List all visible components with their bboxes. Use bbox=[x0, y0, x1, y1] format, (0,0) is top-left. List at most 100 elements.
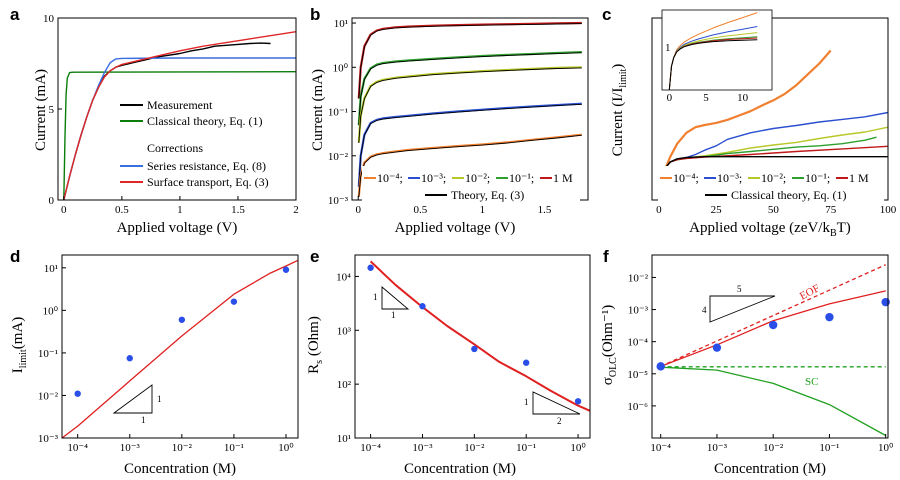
b-ytick-label-4: 10¹ bbox=[334, 18, 348, 30]
f-data-point-0 bbox=[656, 362, 665, 371]
f-data-point-4 bbox=[881, 297, 890, 307]
f-ytick-label-1: 10⁻⁵ bbox=[627, 369, 648, 381]
e-ytick-label-1: 10² bbox=[337, 379, 352, 391]
b-theory-line-3 bbox=[358, 103, 582, 188]
panel-d: d 10⁻⁴ 10⁻³ 10⁻² 10⁻¹ 10⁰10⁻³10⁻²10⁻¹10⁰10¹ … bbox=[10, 247, 299, 477]
e-fit-line bbox=[369, 260, 591, 412]
d-ytick-label-2: 10⁻¹ bbox=[38, 348, 58, 360]
slope-f-rise: 4 bbox=[702, 305, 707, 315]
legend-label-b-1e-4: 10⁻⁴; bbox=[377, 171, 403, 185]
c-inset-ytick-label-0: 1 bbox=[665, 42, 671, 54]
sc-curve-label: SC bbox=[805, 376, 818, 388]
panel-c-legend: 10⁻⁴; 10⁻³; 10⁻²; 10⁻¹; 1 M Classical th… bbox=[658, 166, 884, 202]
d-data-point-3 bbox=[230, 298, 238, 305]
panel-c-ylabel: Current (I/Ilimit) bbox=[610, 64, 629, 157]
panel-d-ylabel: Ilimit(mA) bbox=[10, 317, 29, 373]
panel-b-legend: 10⁻⁴; 10⁻³; 10⁻²; 10⁻¹; 1 M Theory, Eq. … bbox=[362, 166, 580, 202]
panel-a-legend: Measurement Classical theory, Eq. (1) Co… bbox=[120, 98, 269, 189]
b-theory-line-4 bbox=[358, 134, 582, 198]
panel-a-xlabel: Applied voltage (V) bbox=[117, 220, 238, 236]
panel-d-plot-area: 10⁻⁴ 10⁻³ 10⁻² 10⁻¹ 10⁰ 10⁻³ 10⁻² 10⁻¹ 10⁰ 10¹ bbox=[38, 254, 299, 454]
a-series-line-1 bbox=[63, 70, 297, 201]
legend-label-b-theory: Theory, Eq. (3) bbox=[451, 188, 524, 202]
d-data-point-0 bbox=[74, 390, 81, 397]
d-fit-line bbox=[61, 259, 299, 439]
panel-d-slope-triangle: 1 1 bbox=[112, 384, 162, 425]
a-xtick-label-1: 0.5 bbox=[115, 204, 129, 216]
panel-e-slope-triangles: 1 1 1 2 bbox=[373, 286, 581, 426]
slope-triangle-e1 bbox=[381, 286, 410, 310]
panel-c-legend-box bbox=[658, 166, 884, 202]
slope-d-rise: 1 bbox=[157, 394, 162, 404]
d-frame bbox=[61, 254, 299, 439]
panel-b-xlabel: Applied voltage (V) bbox=[395, 220, 516, 236]
d-xtick-label-4: 10⁰ bbox=[278, 442, 294, 454]
slope-triangle-e2 bbox=[532, 391, 581, 415]
c-inset-xtick-label-1: 5 bbox=[703, 92, 709, 104]
slope-f-run: 5 bbox=[737, 284, 742, 294]
panel-f: f 10⁻⁴ 10⁻³ 10⁻² 10⁻¹ 10⁰10⁻⁶10⁻⁵10⁻⁴10⁻³10⁻… bbox=[600, 247, 894, 477]
panel-a-ylabel: Current (mA) bbox=[33, 69, 49, 151]
panel-e-letter: e bbox=[310, 247, 319, 266]
b-theory-line-2 bbox=[358, 67, 582, 144]
e-frame bbox=[354, 254, 591, 439]
panel-f-xlabel: Concentration (M) bbox=[714, 461, 826, 477]
f-data-point-2 bbox=[768, 320, 778, 330]
legend-label-b-1m: 1 M bbox=[553, 171, 573, 185]
legend-label-b-1e-3: 10⁻³; bbox=[421, 171, 446, 185]
d-ytick-label-4: 10¹ bbox=[44, 263, 58, 275]
b-xtick-label-3: 1.5 bbox=[538, 204, 552, 216]
d-data-point-4 bbox=[282, 266, 290, 273]
b-ytick-label-0: 10⁻³ bbox=[328, 195, 349, 207]
slope-e2-run: 2 bbox=[557, 416, 562, 426]
c-inset: 0 5 10 1 bbox=[661, 9, 773, 104]
panel-c-plot-area: 0 25 50 75 100 0 5 10 1 bbox=[651, 9, 897, 216]
panel-b-legend-box bbox=[362, 166, 580, 202]
legend-label-c-1e-1: 10⁻¹; bbox=[805, 171, 830, 185]
b-xtick-label-2: 1 bbox=[480, 204, 486, 216]
f-xtick-label-3: 10⁻¹ bbox=[819, 442, 839, 454]
legend-label-c-1e-3: 10⁻³; bbox=[717, 171, 742, 185]
d-xtick-label-1: 10⁻³ bbox=[120, 442, 141, 454]
slope-triangle-f bbox=[709, 295, 776, 323]
b-theory-line-0 bbox=[358, 23, 582, 99]
panel-b-letter: b bbox=[310, 5, 320, 24]
f-xtick-label-1: 10⁻³ bbox=[707, 442, 728, 454]
e-ytick-label-3: 10⁴ bbox=[336, 271, 351, 283]
panel-a-plot-area: 0 0.5 1 1.5 2 0 5 10 bbox=[43, 13, 299, 216]
legend-label-series-resistance: Series resistance, Eq. (8) bbox=[147, 159, 266, 173]
e-xtick-label-3: 10⁻¹ bbox=[516, 442, 536, 454]
panel-e-plot-area: 10⁻⁴ 10⁻³ 10⁻² 10⁻¹ 10⁰ 10¹ 10² 10³ 10⁴ bbox=[336, 254, 591, 454]
panel-b: b 0 0.5 1 1.5 10⁻³ 10⁻² 10⁻¹ 10⁰ 10¹ Applied vol… bbox=[310, 5, 589, 236]
f-data-point-1 bbox=[712, 343, 722, 352]
b-xtick-label-0: 0 bbox=[355, 204, 361, 216]
panel-f-slope-triangle: 5 4 bbox=[702, 284, 776, 323]
c-xtick-label-1: 25 bbox=[711, 204, 723, 216]
e-ytick-label-2: 10³ bbox=[337, 325, 352, 337]
panel-e-xlabel: Concentration (M) bbox=[404, 461, 516, 477]
panel-f-letter: f bbox=[603, 247, 609, 266]
slope-triangle-d bbox=[112, 384, 153, 414]
d-xtick-label-0: 10⁻⁴ bbox=[67, 442, 88, 454]
d-ytick-label-1: 10⁻² bbox=[38, 390, 59, 402]
panel-c-letter: c bbox=[602, 5, 611, 24]
panel-a-letter: a bbox=[10, 5, 20, 24]
a-ytick-label-0: 0 bbox=[49, 195, 55, 207]
legend-label-b-1e-1: 10⁻¹; bbox=[509, 171, 534, 185]
b-ytick-label-3: 10⁰ bbox=[333, 62, 349, 74]
f-ytick-label-2: 10⁻⁴ bbox=[627, 337, 648, 349]
d-ytick-label-0: 10⁻³ bbox=[38, 433, 59, 445]
e-ytick-label-0: 10¹ bbox=[337, 433, 351, 445]
c-inset-xtick-label-2: 10 bbox=[737, 92, 749, 104]
e-data-point-3 bbox=[522, 359, 530, 366]
a-xtick-label-0: 0 bbox=[61, 204, 67, 216]
f-curve-3 bbox=[660, 366, 887, 437]
c-inset-line-5 bbox=[668, 39, 758, 91]
legend-label-corrections: Corrections bbox=[147, 141, 203, 155]
a-ytick-label-1: 5 bbox=[49, 104, 55, 116]
slope-e1-rise: 1 bbox=[373, 292, 378, 302]
legend-label-c-classical: Classical theory, Eq. (1) bbox=[731, 188, 847, 202]
d-xtick-label-3: 10⁻¹ bbox=[224, 442, 244, 454]
c-xtick-label-0: 0 bbox=[656, 204, 662, 216]
